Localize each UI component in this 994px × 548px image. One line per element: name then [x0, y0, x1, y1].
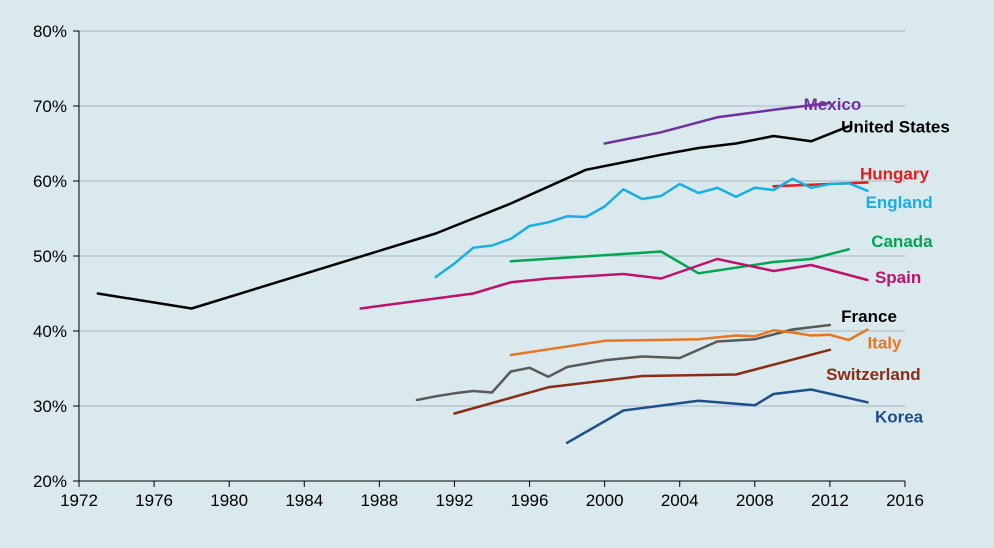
series-line-canada — [509, 248, 850, 275]
series-label-korea: Korea — [875, 408, 924, 427]
series-label-mexico: Mexico — [804, 95, 862, 114]
series-line-spain — [359, 257, 869, 310]
y-tick-label: 30% — [33, 397, 67, 416]
series-label-switzerland: Switzerland — [826, 365, 920, 384]
series-line-korea — [565, 388, 869, 445]
series-label-france: France — [841, 307, 897, 326]
x-tick-label: 2008 — [736, 491, 774, 510]
y-tick-label: 70% — [33, 97, 67, 116]
y-tick-label: 60% — [33, 172, 67, 191]
series-line-england — [434, 177, 869, 279]
series-line-france — [415, 323, 832, 402]
series-line-italy — [509, 328, 869, 357]
series-line-united-states — [96, 125, 850, 310]
series-label-canada: Canada — [871, 232, 933, 251]
series-label-italy: Italy — [867, 333, 902, 352]
series-line-switzerland — [453, 348, 832, 415]
x-tick-label: 1980 — [210, 491, 248, 510]
x-tick-label: 1988 — [360, 491, 398, 510]
x-tick-label: 2012 — [811, 491, 849, 510]
series-labels: Mexico United States Hungary England Canada S… — [804, 95, 950, 427]
series-lines — [96, 101, 869, 445]
series-label-hungary: Hungary — [860, 165, 930, 184]
x-tick-label: 1972 — [60, 491, 98, 510]
series-label-united-states: United States — [841, 117, 950, 136]
series-label-england: England — [866, 193, 933, 212]
y-tick-labels: 20% 30% 40% 50% 60% 70% 80% — [33, 22, 67, 491]
axes — [73, 30, 906, 487]
x-tick-label: 2000 — [586, 491, 624, 510]
y-tick-label: 20% — [33, 472, 67, 491]
x-tick-label: 1976 — [135, 491, 173, 510]
x-tick-label: 2004 — [661, 491, 699, 510]
series-label-spain: Spain — [875, 268, 921, 287]
series-line-mexico — [603, 101, 832, 145]
gridlines — [79, 30, 905, 407]
y-tick-label: 80% — [33, 22, 67, 41]
x-tick-label: 1996 — [511, 491, 549, 510]
y-tick-label: 40% — [33, 322, 67, 341]
x-tick-label: 1984 — [285, 491, 323, 510]
x-tick-labels: 1972 1976 1980 1984 1988 1992 1996 2000 2004 2008… — [60, 491, 924, 510]
y-tick-label: 50% — [33, 247, 67, 266]
x-tick-label: 2016 — [886, 491, 924, 510]
x-tick-label: 1992 — [436, 491, 474, 510]
